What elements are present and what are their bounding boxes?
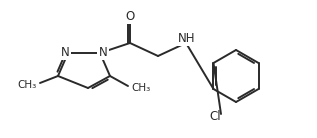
Text: CH₃: CH₃ (18, 80, 37, 90)
Text: CH₃: CH₃ (131, 83, 150, 93)
Text: N: N (61, 46, 69, 59)
Text: N: N (99, 46, 107, 59)
Text: O: O (126, 10, 135, 22)
Text: NH: NH (178, 31, 196, 44)
Text: Cl: Cl (209, 111, 221, 124)
